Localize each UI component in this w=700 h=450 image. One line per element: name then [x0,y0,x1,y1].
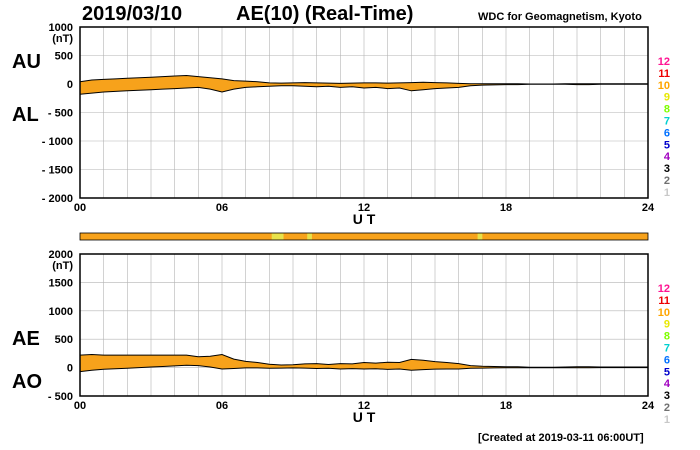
p1-legend-label: 8 [664,104,670,116]
p2-ytick-label: 2000 [49,249,73,261]
p1-legend-label: 2 [664,175,670,187]
p2-legend-label: 2 [664,402,670,414]
p1-xtick-label: 24 [642,202,655,214]
p1-legend-label: 7 [664,116,670,128]
p1-unit-label: (nT) [52,33,73,45]
p1-ytick-label: - 1500 [42,165,73,177]
p1-legend-label: 4 [664,151,671,163]
p2-legend-label: 9 [664,319,670,331]
p1-ytick-label: 500 [55,51,73,63]
p1-frame [79,26,649,199]
p2-xtick-label: 12 [358,400,370,412]
p2-ao-series-line [79,364,648,373]
p1-xtick-label: 18 [500,202,512,214]
p2-legend-label: 10 [658,307,670,319]
p2-legend-label: 12 [658,283,670,295]
p2-xtick-label: 18 [500,400,512,412]
station-status-bar [79,232,649,241]
p1-al-series-line [79,83,648,95]
chart-title: AE(10) (Real-Time) [236,3,414,25]
p2-ytick-label: 1000 [49,306,73,318]
p1-ytick-label: - 1000 [42,136,73,148]
p2-frame [79,253,649,397]
status-bar-highlight [271,233,284,240]
p1-legend-label: 1 [664,187,670,199]
p1-xaxis-label: U T [353,211,376,227]
ao-label: AO [12,371,42,393]
p1-xtick-label: 06 [216,202,228,214]
p2-xaxis-label: U T [353,409,376,425]
plot-date: 2019/03/10 [82,3,183,25]
p2-ytick-label: - 500 [48,391,73,403]
p2-xtick-label: 00 [74,400,86,412]
p1-ytick-label: 0 [67,79,73,91]
p2-legend-label: 8 [664,331,670,343]
p1-legend-label: 10 [658,80,670,92]
p1-legend-label: 9 [664,92,670,104]
p1-fill-band [80,75,648,95]
p1-xtick-label: 00 [74,202,86,214]
p1-ytick-label: - 2000 [42,193,73,205]
p1-legend-label: 3 [664,163,670,175]
p2-ytick-label: 500 [55,334,73,346]
p2-legend-label: 7 [664,343,670,355]
p2-unit-label: (nT) [52,260,73,272]
p2-xtick-label: 24 [642,400,655,412]
p1-legend-label: 12 [658,56,670,68]
p1-ytick-label: - 500 [48,108,73,120]
p2-ytick-label: 0 [67,363,73,375]
p1-legend-label: 6 [664,127,670,139]
p1-legend-label: 5 [664,139,670,151]
al-label: AL [12,104,39,126]
p2-ytick-label: 1500 [49,277,73,289]
p1-legend-label: 11 [658,68,670,80]
status-bar-highlight [307,233,312,240]
p2-legend-label: 3 [664,390,670,402]
p2-legend-label: 11 [658,295,670,307]
created-timestamp: [Created at 2019-03-11 06:00UT] [478,432,644,444]
p2-legend-label: 1 [664,414,670,426]
p1-xtick-label: 12 [358,202,370,214]
p2-legend-label: 6 [664,354,670,366]
p2-xtick-label: 06 [216,400,228,412]
ae-label: AE [12,328,40,350]
status-bar-highlight [477,233,483,240]
data-source-label: WDC for Geomagnetism, Kyoto [478,11,642,23]
p2-legend-label: 4 [664,378,671,390]
p1-ytick-label: 1000 [49,22,73,34]
p2-legend-label: 5 [664,366,670,378]
au-label: AU [12,51,41,73]
